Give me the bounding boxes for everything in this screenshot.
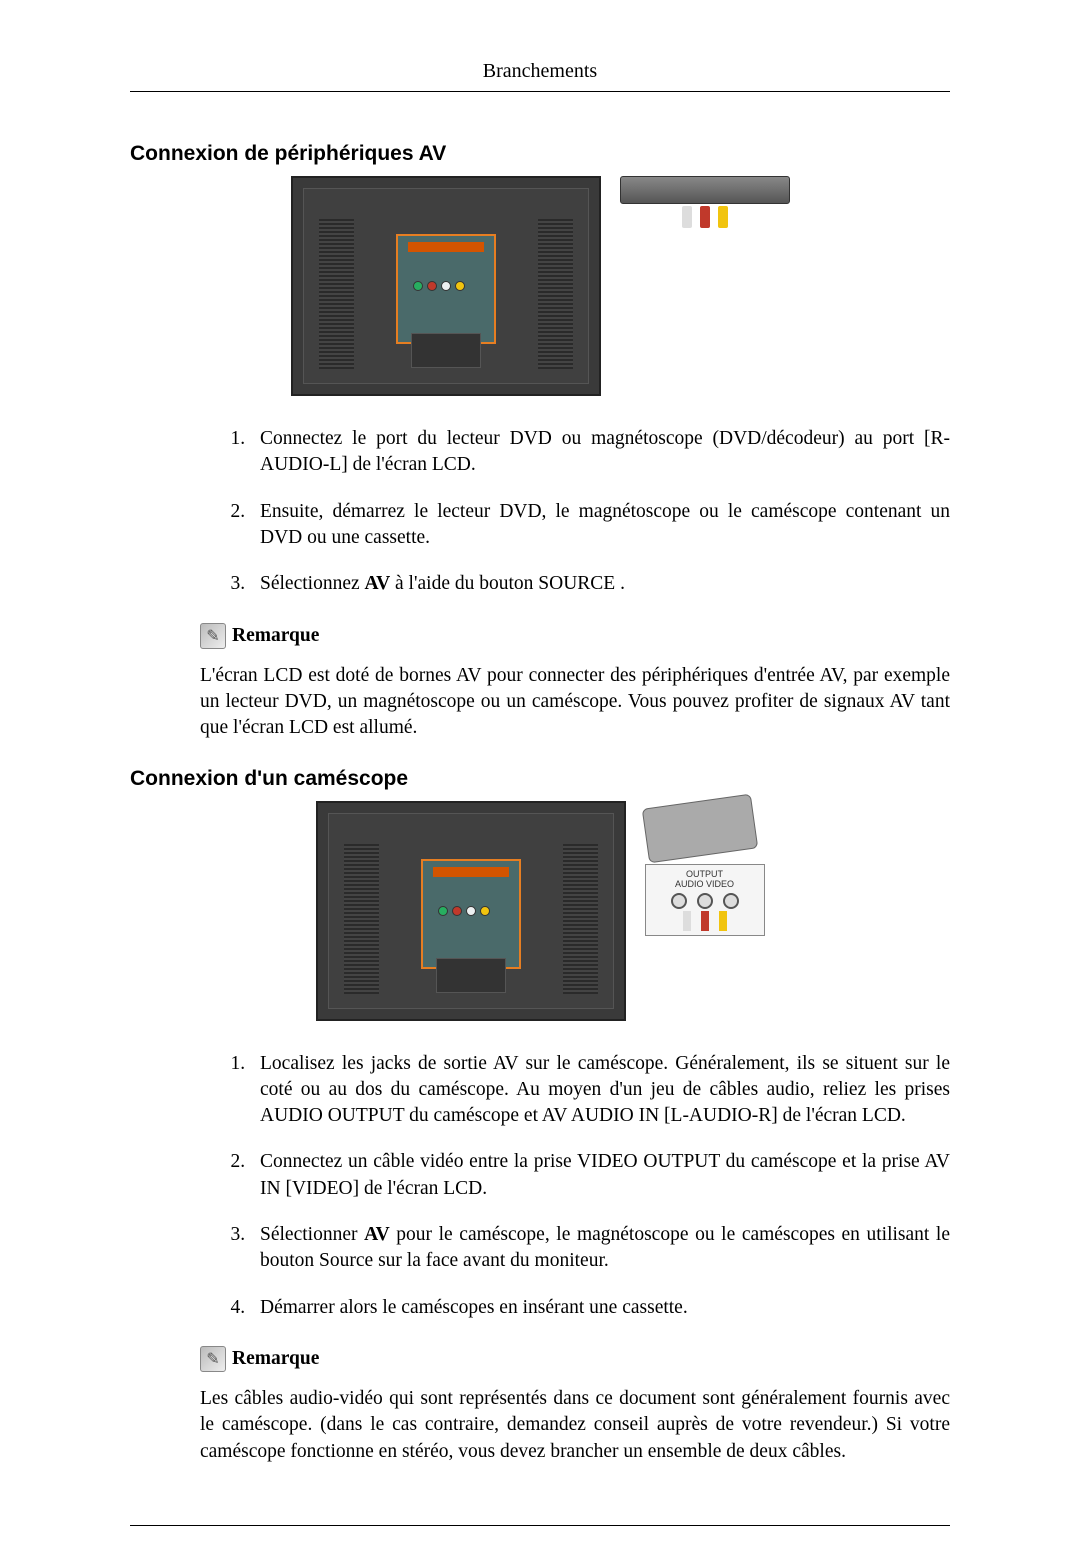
speaker-right	[538, 219, 573, 369]
monitor-inner-frame	[303, 188, 589, 384]
output-cables	[650, 911, 760, 931]
camcorder-connection-diagram: OUTPUT AUDIO VIDEO	[316, 801, 765, 1021]
step3-prefix: Sélectionnez	[260, 573, 365, 594]
note-title: Remarque	[232, 625, 319, 647]
port-green	[413, 281, 423, 291]
port-green-2	[438, 906, 448, 916]
section2-step3: Sélectionner AV pour le caméscope, le ma…	[250, 1222, 950, 1275]
footer-divider	[130, 1525, 950, 1526]
section1-steps: Connectez le port du lecteur DVD ou magn…	[220, 426, 950, 598]
panel-strip	[408, 242, 484, 252]
section2-steps: Localisez les jacks de sortie AV sur le …	[220, 1051, 950, 1322]
port-yellow	[455, 281, 465, 291]
output-port-1	[671, 893, 687, 909]
port-red-2	[452, 906, 462, 916]
port-white-2	[466, 906, 476, 916]
monitor-inner-frame-2	[328, 813, 614, 1009]
section2-note-text: Les câbles audio-vidéo qui sont représen…	[200, 1386, 950, 1465]
panel-ports	[413, 281, 465, 291]
output-label: OUTPUT	[650, 869, 760, 879]
cable-white	[683, 911, 691, 931]
s2-step3-bold: AV	[364, 1224, 390, 1245]
cable-yellow	[719, 911, 727, 931]
dvd-connectors	[682, 206, 728, 228]
note-header-2: ✎ Remarque	[200, 1346, 950, 1372]
note-header: ✎ Remarque	[200, 623, 950, 649]
section1-note-text: L'écran LCD est doté de bornes AV pour c…	[200, 663, 950, 742]
connector-yellow	[718, 206, 728, 228]
speaker-left-2	[344, 844, 379, 994]
output-panel: OUTPUT AUDIO VIDEO	[645, 864, 765, 936]
section1-step1: Connectez le port du lecteur DVD ou magn…	[250, 426, 950, 479]
section2-heading: Connexion d'un caméscope	[130, 767, 950, 791]
port-white	[441, 281, 451, 291]
section2-step1: Localisez les jacks de sortie AV sur le …	[250, 1051, 950, 1130]
output-ports	[650, 893, 760, 909]
dvd-player-illustration	[620, 176, 790, 204]
panel-strip-2	[433, 867, 509, 877]
camcorder-box: OUTPUT AUDIO VIDEO	[645, 801, 765, 936]
section1-note: ✎ Remarque L'écran LCD est doté de borne…	[200, 623, 950, 742]
port-red	[427, 281, 437, 291]
diagram2-container: OUTPUT AUDIO VIDEO	[130, 801, 950, 1021]
section1-step3: Sélectionnez AV à l'aide du bouton SOURC…	[250, 571, 950, 597]
cable-red	[701, 911, 709, 931]
port-yellow-2	[480, 906, 490, 916]
camcorder-illustration	[641, 793, 758, 863]
diagram1-container	[130, 176, 950, 396]
note-icon: ✎	[200, 623, 226, 649]
section2-note: ✎ Remarque Les câbles audio-vidéo qui so…	[200, 1346, 950, 1465]
step3-bold: AV	[365, 573, 391, 594]
section1-step2: Ensuite, démarrez le lecteur DVD, le mag…	[250, 499, 950, 552]
av-connection-diagram	[291, 176, 790, 396]
note-title-2: Remarque	[232, 1348, 319, 1370]
lcd-monitor-illustration	[291, 176, 601, 396]
note-icon-2: ✎	[200, 1346, 226, 1372]
monitor-bottom-panel	[411, 333, 481, 368]
output-port-2	[697, 893, 713, 909]
section2-step2: Connectez un câble vidéo entre la prise …	[250, 1149, 950, 1202]
speaker-right-2	[563, 844, 598, 994]
monitor-av-panel	[396, 234, 496, 344]
monitor-av-panel-2	[421, 859, 521, 969]
section1-heading: Connexion de périphériques AV	[130, 142, 950, 166]
output-port-3	[723, 893, 739, 909]
speaker-left	[319, 219, 354, 369]
lcd-monitor-illustration-2	[316, 801, 626, 1021]
monitor-bottom-panel-2	[436, 958, 506, 993]
panel-ports-2	[438, 906, 490, 916]
document-page: Branchements Connexion de périphériques …	[0, 0, 1080, 1566]
output-sublabel: AUDIO VIDEO	[650, 879, 760, 889]
section2-step4: Démarrer alors le caméscopes en insérant…	[250, 1295, 950, 1321]
header-divider	[130, 91, 950, 92]
s2-step3-prefix: Sélectionner	[260, 1224, 364, 1245]
connector-white	[682, 206, 692, 228]
step3-suffix: à l'aide du bouton SOURCE .	[390, 573, 625, 594]
page-header-title: Branchements	[130, 60, 950, 91]
connector-red	[700, 206, 710, 228]
